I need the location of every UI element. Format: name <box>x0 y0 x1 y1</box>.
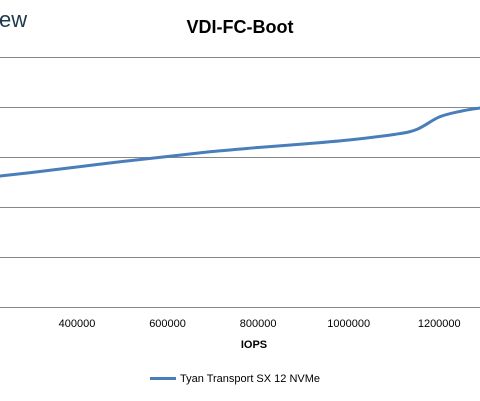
x-tick-label: 1200000 <box>418 318 461 330</box>
series-line <box>0 106 480 178</box>
x-tick-label: 400000 <box>59 318 96 330</box>
x-tick-label: 600000 <box>149 318 186 330</box>
x-tick-label: 1000000 <box>327 318 370 330</box>
gridlines <box>0 57 480 308</box>
x-axis-ticks: 400000 600000 800000 1000000 1200000 <box>59 318 461 330</box>
legend: Tyan Transport SX 12 NVMe <box>150 373 320 385</box>
series-layer <box>0 106 480 178</box>
legend-label: Tyan Transport SX 12 NVMe <box>180 373 320 385</box>
x-axis-label: IOPS <box>241 339 267 351</box>
chart-title: VDI-FC-Boot <box>187 17 294 37</box>
x-tick-label: 800000 <box>240 318 277 330</box>
brand-text: ew <box>0 7 27 32</box>
